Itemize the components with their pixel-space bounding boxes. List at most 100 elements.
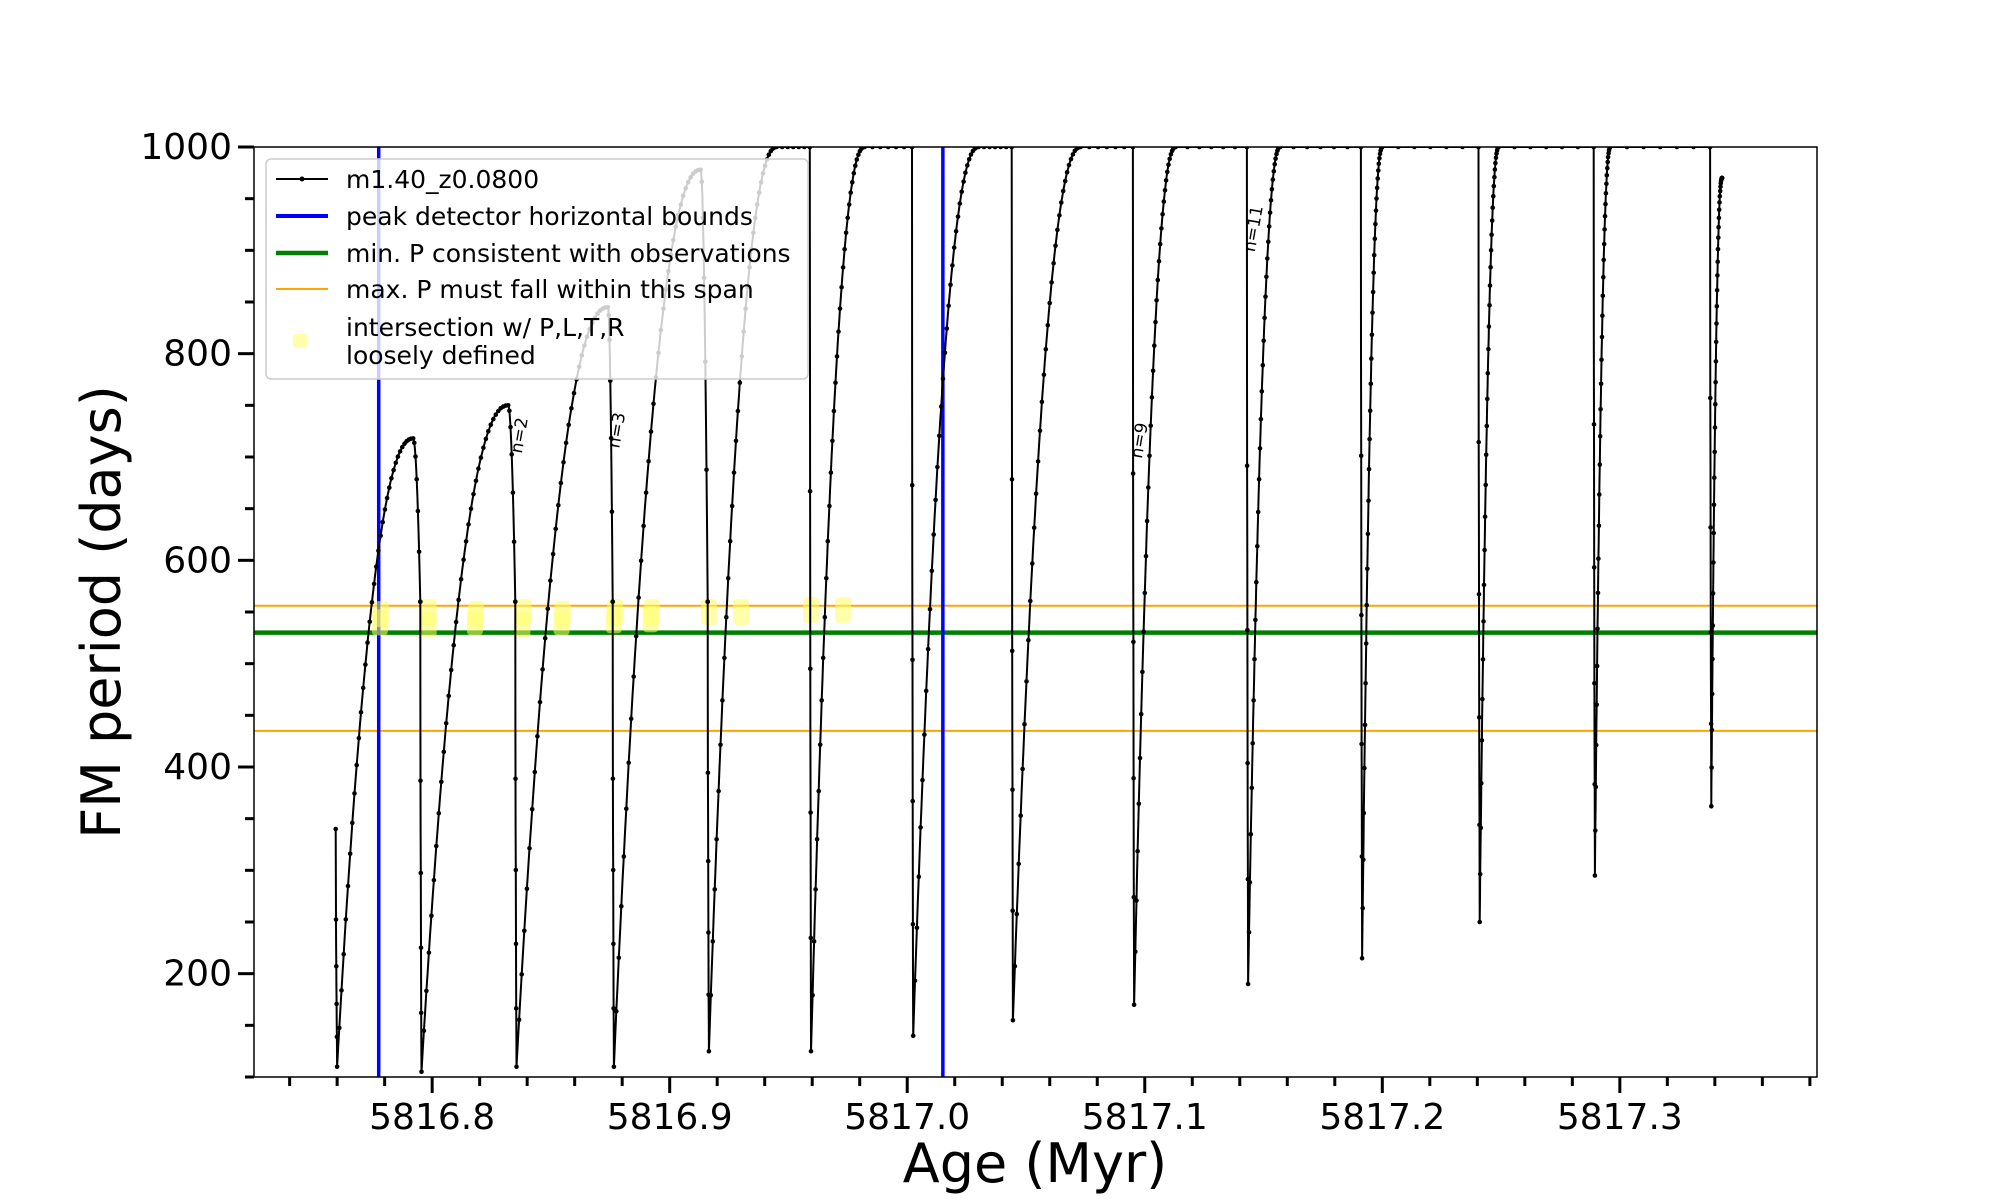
track-cycle-6-point-32 xyxy=(931,532,936,537)
track-cycle-0-point-64 xyxy=(393,460,399,466)
track-cycle-10-point-6 xyxy=(1359,741,1364,747)
track-cycle-6-point-38 xyxy=(937,433,942,439)
y-tick-label-4: 1000 xyxy=(140,127,232,168)
track-cycle-13-point-2 xyxy=(1708,395,1713,401)
track-cycle-0-point-84 xyxy=(413,454,418,459)
track-cycle-2-point-8 xyxy=(513,1006,519,1011)
track-cycle-0-point-52 xyxy=(380,519,386,525)
track-cycle-2-point-22 xyxy=(529,807,535,812)
track-cycle-0-point-44 xyxy=(371,581,377,587)
track-cycle-10-point-36 xyxy=(1367,436,1372,442)
track-cycle-5-point-60 xyxy=(846,202,852,207)
track-cycle-9-point-32 xyxy=(1255,509,1261,515)
track-cycle-4-point-0 xyxy=(705,599,710,604)
track-cycle-0-point-32 xyxy=(358,710,364,715)
track-cycle-8-point-12 xyxy=(1133,949,1138,954)
track-cycle-1-point-8 xyxy=(418,1010,424,1016)
track-cycle-10-point-38 xyxy=(1367,408,1373,414)
track-cycle-3-point-38 xyxy=(646,459,651,464)
track-cycle-3-point-36 xyxy=(643,490,649,496)
track-cycle-5-point-6 xyxy=(808,810,813,815)
track-cycle-2-point-6 xyxy=(513,941,519,947)
track-cycle-2-point-2 xyxy=(513,776,518,781)
track-cycle-12-point-42 xyxy=(1599,334,1605,340)
track-cycle-0-point-10 xyxy=(334,1064,340,1069)
track-cycle-5-point-20 xyxy=(816,788,821,794)
track-cycle-1-point-50 xyxy=(468,506,474,512)
track-cycle-10-point-42 xyxy=(1369,356,1374,361)
track-cycle-2-point-26 xyxy=(535,734,540,739)
track-cycle-3-point-14 xyxy=(616,955,622,961)
track-cycle-1-point-88 xyxy=(510,490,516,495)
track-cycle-1-point-66 xyxy=(488,422,494,428)
track-cycle-13-point-20 xyxy=(1710,623,1716,628)
track-cycle-6-point-14 xyxy=(914,925,920,931)
track-cycle-8-point-16 xyxy=(1135,848,1140,854)
intersection-point-9 xyxy=(554,601,571,628)
track-cycle-10-point-40 xyxy=(1368,381,1374,387)
track-cycle-12-point-40 xyxy=(1599,357,1604,363)
track-cycle-7-point-22 xyxy=(1022,722,1027,727)
track-cycle-11-point-46 xyxy=(1487,302,1492,308)
track-cycle-7-point-38 xyxy=(1037,428,1043,434)
track-cycle-9-point-68 xyxy=(1272,162,1277,167)
track-cycle-2-point-18 xyxy=(524,886,530,891)
track-cycle-6-point-26 xyxy=(925,646,931,652)
track-cycle-12-point-56 xyxy=(1602,213,1608,219)
track-cycle-3-point-10 xyxy=(611,1064,617,1069)
track-cycle-11-point-66 xyxy=(1492,167,1498,172)
track-cycle-2-point-28 xyxy=(537,699,543,705)
track-cycle-5-point-46 xyxy=(836,329,841,334)
track-cycle-9-point-54 xyxy=(1266,239,1271,244)
x-axis-title: Age (Myr) xyxy=(903,1132,1168,1195)
track-cycle-5-point-4 xyxy=(808,666,813,672)
track-cycle-9-point-42 xyxy=(1260,363,1266,368)
track-cycle-12-points xyxy=(1591,147,1713,878)
track-cycle-11-point-42 xyxy=(1486,346,1491,352)
track-cycle-5-point-58 xyxy=(845,215,850,221)
track-cycle-2-point-30 xyxy=(540,667,545,672)
track-cycle-13-point-26 xyxy=(1711,530,1716,536)
track-cycle-6-point-12 xyxy=(912,978,918,984)
track-cycle-8-point-68 xyxy=(1166,162,1171,167)
track-cycle-13-point-18 xyxy=(1710,656,1715,662)
track-cycle-8-point-20 xyxy=(1137,755,1143,761)
track-cycle-4-point-26 xyxy=(722,655,727,661)
track-cycle-10-point-44 xyxy=(1369,332,1375,338)
track-cycle-0-point-20 xyxy=(345,883,351,889)
track-cycle-2-point-54 xyxy=(571,390,577,396)
track-cycle-10-point-68 xyxy=(1376,161,1382,167)
track-cycle-5-point-70 xyxy=(854,157,860,162)
track-cycle-8-point-28 xyxy=(1142,590,1148,596)
track-cycle-4-point-34 xyxy=(729,503,735,509)
track-cycle-11-point-64 xyxy=(1492,174,1497,180)
track-cycle-11-point-62 xyxy=(1491,183,1497,189)
track-cycle-12-point-70 xyxy=(1605,154,1611,160)
track-cycle-5-point-32 xyxy=(825,538,831,544)
track-cycle-7-point-72 xyxy=(1070,152,1076,157)
track-cycle-8-point-8 xyxy=(1131,894,1137,900)
track-cycle-7-point-56 xyxy=(1055,227,1060,233)
y-axis: 200 400 600 800 1000 xyxy=(140,127,254,1079)
track-cycle-5-point-28 xyxy=(822,614,828,620)
track-cycle-1-point-64 xyxy=(486,429,491,434)
track-cycle-4-point-42 xyxy=(737,380,743,386)
track-cycle-6-point-52 xyxy=(950,263,955,268)
track-cycle-0-point-36 xyxy=(363,662,368,667)
track-cycle-1-point-6 xyxy=(418,945,424,950)
track-cycle-10-point-18 xyxy=(1362,765,1367,771)
track-cycle-10-point-70 xyxy=(1377,155,1382,161)
track-cycle-0-point-62 xyxy=(391,467,396,473)
track-cycle-7-point-30 xyxy=(1030,561,1035,566)
track-cycle-1-point-30 xyxy=(443,721,449,726)
track-cycle-0-point-2 xyxy=(333,917,339,922)
track-cycle-12-point-20 xyxy=(1594,663,1600,669)
track-cycle-8-point-42 xyxy=(1150,368,1156,374)
track-cycle-0-point-70 xyxy=(400,444,405,450)
track-cycle-12-point-62 xyxy=(1604,181,1609,186)
intersection-point-11 xyxy=(607,599,624,625)
track-cycle-2-point-44 xyxy=(558,480,564,486)
track-cycle-13-point-62 xyxy=(1716,207,1722,212)
track-cycle-9-point-22 xyxy=(1251,698,1256,703)
track-cycle-10-point-22 xyxy=(1363,681,1368,686)
